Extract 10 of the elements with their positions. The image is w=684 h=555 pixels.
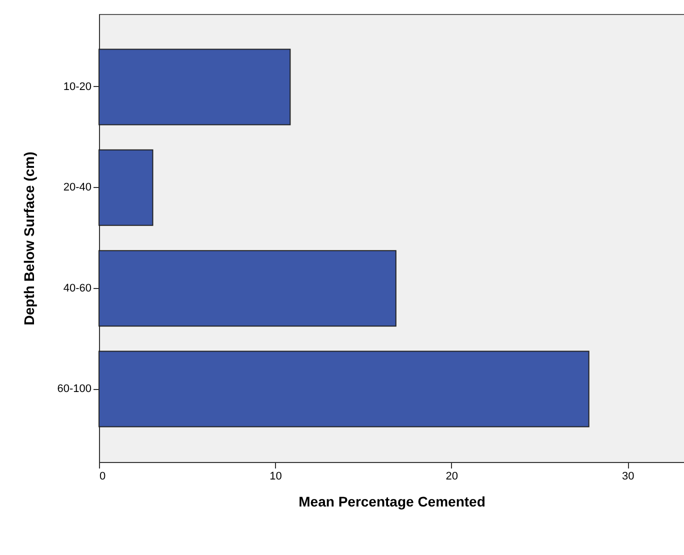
x-tick-label: 20 — [446, 470, 458, 482]
y-tick-label: 40-60 — [63, 282, 92, 294]
y-tick-label: 10-20 — [63, 80, 92, 93]
x-axis-title: Mean Percentage Cemented — [298, 494, 486, 510]
y-tick-label: 60-100 — [57, 383, 92, 396]
x-tick-label: 0 — [100, 470, 106, 482]
x-tick-label: 30 — [622, 470, 634, 482]
y-axis-title: Depth Below Surface (cm) — [21, 152, 38, 326]
y-tick-label: 20-40 — [63, 182, 92, 194]
x-tick-label: 10 — [270, 470, 282, 482]
